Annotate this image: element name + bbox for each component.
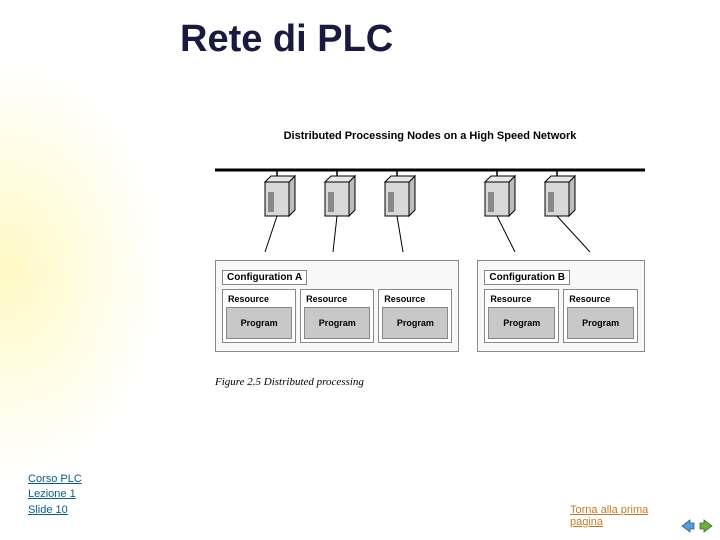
config-box-a: Configuration A Resource Program Resourc…: [215, 260, 459, 352]
next-arrow-icon[interactable]: [698, 518, 714, 534]
footer-left: Corso PLC Lezione 1 Slide 10: [28, 472, 82, 518]
network-node: [385, 170, 415, 252]
resource-label: Resource: [382, 293, 448, 305]
network-node: [265, 170, 295, 252]
slide-link[interactable]: Slide 10: [28, 503, 82, 518]
course-link[interactable]: Corso PLC: [28, 472, 82, 487]
resources-row: Resource Program Resource Program: [484, 289, 638, 343]
network-node: [325, 170, 355, 252]
resource-box: Resource Program: [484, 289, 559, 343]
program-box: Program: [488, 307, 555, 339]
slide-title: Rete di PLC: [180, 18, 393, 61]
resource-box: Resource Program: [300, 289, 374, 343]
resource-box: Resource Program: [563, 289, 638, 343]
config-box-b: Configuration B Resource Program Resourc…: [477, 260, 645, 352]
program-box: Program: [304, 307, 370, 339]
diagram-container: Distributed Processing Nodes on a High S…: [215, 130, 645, 388]
config-label: Configuration A: [222, 270, 307, 285]
resource-label: Resource: [304, 293, 370, 305]
network-diagram: [215, 152, 645, 252]
lesson-link[interactable]: Lezione 1: [28, 487, 82, 502]
resource-label: Resource: [226, 293, 292, 305]
resource-label: Resource: [488, 293, 555, 305]
resources-row: Resource Program Resource Program Resour…: [222, 289, 452, 343]
resource-box: Resource Program: [378, 289, 452, 343]
network-node: [545, 170, 590, 252]
network-node: [485, 170, 515, 252]
background-gradient: [0, 0, 180, 540]
prev-arrow-icon[interactable]: [680, 518, 696, 534]
diagram-heading: Distributed Processing Nodes on a High S…: [215, 130, 645, 142]
resource-label: Resource: [567, 293, 634, 305]
program-box: Program: [382, 307, 448, 339]
program-box: Program: [567, 307, 634, 339]
program-box: Program: [226, 307, 292, 339]
config-label: Configuration B: [484, 270, 570, 285]
nav-arrows: [680, 518, 714, 534]
configs-row: Configuration A Resource Program Resourc…: [215, 260, 645, 352]
back-to-first-link[interactable]: Torna alla prima pagina: [570, 504, 670, 528]
figure-caption: Figure 2.5 Distributed processing: [215, 376, 645, 388]
resource-box: Resource Program: [222, 289, 296, 343]
